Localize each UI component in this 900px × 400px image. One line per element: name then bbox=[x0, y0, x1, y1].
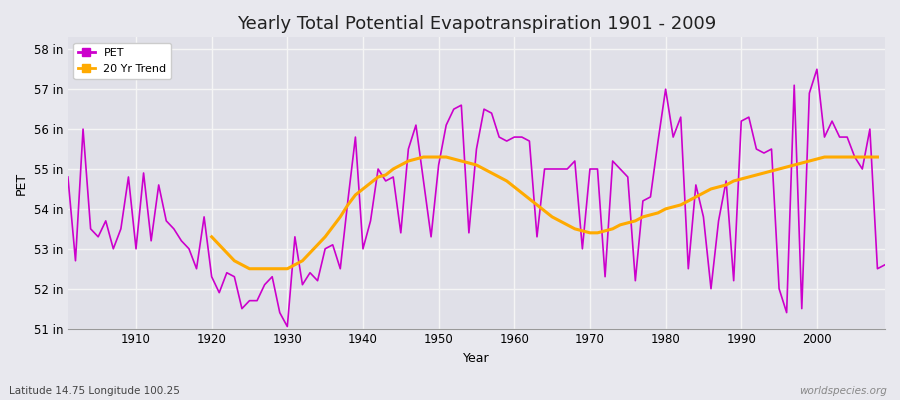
Legend: PET, 20 Yr Trend: PET, 20 Yr Trend bbox=[74, 43, 171, 79]
Y-axis label: PET: PET bbox=[15, 171, 28, 194]
Text: Latitude 14.75 Longitude 100.25: Latitude 14.75 Longitude 100.25 bbox=[9, 386, 180, 396]
X-axis label: Year: Year bbox=[464, 352, 490, 365]
Title: Yearly Total Potential Evapotranspiration 1901 - 2009: Yearly Total Potential Evapotranspiratio… bbox=[237, 15, 716, 33]
Text: worldspecies.org: worldspecies.org bbox=[798, 386, 886, 396]
